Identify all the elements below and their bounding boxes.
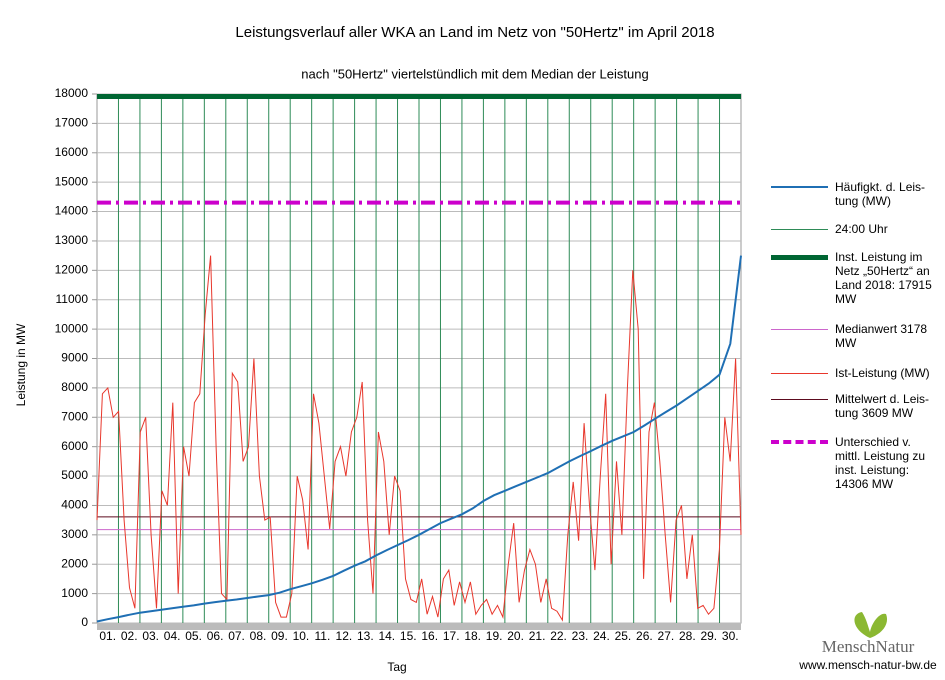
x-tick-label: 30. [722, 629, 739, 643]
x-tick-label: 28. [679, 629, 696, 643]
legend-swatch [771, 186, 828, 188]
x-tick-label: 04. [164, 629, 181, 643]
x-tick-label: 29. [700, 629, 717, 643]
legend-swatch [771, 372, 828, 374]
y-tick-label: 1000 [61, 586, 88, 600]
x-tick-label: 24. [593, 629, 610, 643]
legend-swatch [771, 328, 828, 330]
legend-swatch [771, 398, 828, 400]
y-tick-label: 9000 [61, 351, 88, 365]
x-tick-label: 15. [400, 629, 417, 643]
legend-label: Ist-Leistung (MW) [835, 366, 930, 380]
x-tick-label: 10. [293, 629, 310, 643]
legend-label: Inst. Leistung im Netz „50Hertz“ an Land… [835, 250, 932, 306]
y-tick-label: 13000 [55, 233, 89, 247]
y-tick-label: 16000 [55, 145, 89, 159]
x-tick-label: 05. [185, 629, 202, 643]
x-tick-label: 26. [636, 629, 653, 643]
x-tick-label: 22. [550, 629, 567, 643]
legend-swatch [771, 254, 828, 260]
x-axis-band [97, 623, 741, 630]
x-tick-label: 13. [357, 629, 374, 643]
legend-label: Unterschied v. mittl. Leistung zu inst. … [835, 435, 926, 491]
legend-label: 24:00 Uhr [835, 222, 888, 236]
x-tick-label: 27. [658, 629, 675, 643]
x-tick-label: 03. [142, 629, 159, 643]
y-tick-label: 6000 [61, 439, 88, 453]
x-tick-label: 23. [572, 629, 589, 643]
logo-name: MenschNatur [822, 637, 915, 656]
y-tick-label: 17000 [55, 116, 89, 130]
x-tick-label: 09. [271, 629, 288, 643]
x-tick-label: 01. [99, 629, 116, 643]
y-tick-label: 12000 [55, 263, 89, 277]
logo-url: www.mensch-natur-bw.de [798, 658, 937, 672]
x-tick-label: 08. [250, 629, 267, 643]
legend-swatch [771, 228, 828, 230]
y-tick-label: 7000 [61, 409, 88, 423]
y-tick-label: 14000 [55, 204, 89, 218]
x-tick-label: 21. [529, 629, 546, 643]
x-tick-label: 18. [464, 629, 481, 643]
y-tick-label: 5000 [61, 468, 88, 482]
y-tick-label: 8000 [61, 380, 88, 394]
data-line [96, 255, 742, 623]
x-tick-label: 17. [443, 629, 460, 643]
x-tick-label: 02. [121, 629, 138, 643]
legend-label: Medianwert 3178 MW [835, 322, 928, 350]
y-tick-label: 0 [81, 615, 88, 629]
y-tick-label: 2000 [61, 556, 88, 570]
legend-label: Häufigkt. d. Leis- tung (MW) [835, 180, 926, 208]
y-tick-label: 18000 [55, 86, 89, 100]
chart-subtitle: nach "50Hertz" viertelstündlich mit dem … [301, 66, 648, 81]
x-tick-label: 12. [336, 629, 353, 643]
legend-label: Mittelwert d. Leis- tung 3609 MW [835, 392, 930, 420]
y-tick-label: 11000 [56, 292, 89, 306]
x-tick-label: 14. [378, 629, 395, 643]
x-tick-label: 25. [615, 629, 632, 643]
x-tick-label: 20. [507, 629, 524, 643]
chart-title: Leistungsverlauf aller WKA an Land im Ne… [235, 24, 714, 41]
y-tick-label: 3000 [61, 527, 88, 541]
x-tick-label: 11. [315, 629, 331, 643]
x-tick-label: 06. [207, 629, 224, 643]
data-line [96, 255, 742, 622]
x-axis-label: Tag [387, 660, 406, 674]
y-tick-label: 15000 [55, 174, 89, 188]
x-tick-label: 19. [486, 629, 503, 643]
logo-leaf [854, 612, 888, 638]
y-axis-label: Leistung in MW [14, 323, 28, 406]
x-tick-label: 16. [421, 629, 438, 643]
y-tick-label: 4000 [61, 498, 88, 512]
y-tick-label: 10000 [55, 321, 89, 335]
x-tick-label: 07. [228, 629, 245, 643]
legend-swatch [771, 440, 828, 444]
